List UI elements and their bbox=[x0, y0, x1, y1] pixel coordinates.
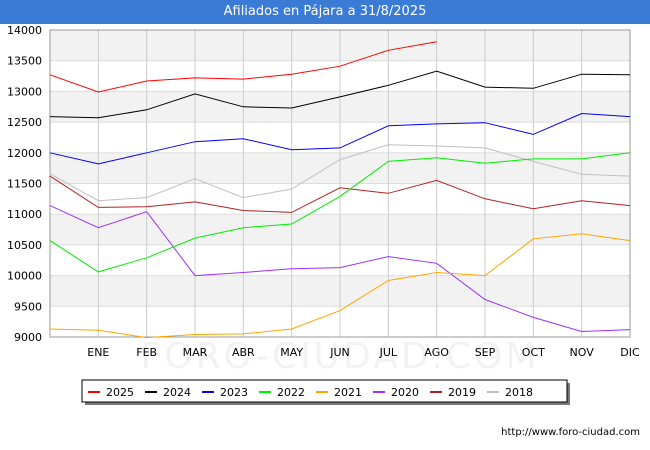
x-tick-label: JUL bbox=[379, 346, 398, 359]
plot-frame bbox=[49, 29, 631, 338]
legend-label-2022: 2022 bbox=[277, 386, 305, 399]
x-tick-label: MAR bbox=[183, 346, 208, 359]
series-line-2019 bbox=[49, 175, 631, 213]
y-tick-label: 13000 bbox=[7, 85, 42, 98]
legend-label-2021: 2021 bbox=[334, 386, 362, 399]
y-tick-label: 12500 bbox=[7, 116, 42, 129]
y-tick-label: 10500 bbox=[7, 239, 42, 252]
legend-label-2020: 2020 bbox=[391, 386, 419, 399]
legend-label-2023: 2023 bbox=[220, 386, 248, 399]
series-lines bbox=[49, 41, 631, 339]
series-line-2025 bbox=[49, 41, 437, 93]
legend: 2025 2024 2023 2022 2021 2020 2019 2018 bbox=[81, 379, 570, 405]
x-tick-label: DIC bbox=[620, 346, 640, 359]
y-tick-label: 12000 bbox=[7, 147, 42, 160]
x-tick-label: NOV bbox=[570, 346, 595, 359]
x-tick-label: AGO bbox=[424, 346, 449, 359]
axes: 9000 9500 10000 10500 11000 11500 12000 12500 13… bbox=[7, 24, 640, 359]
x-tick-label: SEP bbox=[475, 346, 496, 359]
x-tick-label: MAY bbox=[280, 346, 303, 359]
y-tick-label: 10000 bbox=[7, 270, 42, 283]
series-line-2024 bbox=[49, 70, 631, 119]
watermark: FORO-CIUDAD.COM bbox=[141, 336, 540, 377]
series-line-2021 bbox=[49, 233, 631, 339]
source-url[interactable]: http://www.foro-ciudad.com bbox=[501, 427, 640, 438]
y-tick-label: 14000 bbox=[7, 24, 42, 37]
series-line-2022 bbox=[49, 152, 631, 273]
x-tick-label: JUN bbox=[329, 346, 350, 359]
legend-label-2025: 2025 bbox=[106, 386, 134, 399]
series-line-2018 bbox=[49, 144, 631, 202]
y-tick-label: 13500 bbox=[7, 55, 42, 68]
legend-label-2018: 2018 bbox=[505, 386, 533, 399]
y-tick-label: 11500 bbox=[7, 178, 42, 191]
x-tick-label: FEB bbox=[136, 346, 157, 359]
legend-label-2024: 2024 bbox=[163, 386, 191, 399]
chart-title: Afiliados en Pájara a 31/8/2025 bbox=[0, 0, 650, 24]
series-line-2023 bbox=[49, 112, 631, 165]
y-tick-label: 9500 bbox=[14, 300, 42, 313]
series-line-2020 bbox=[49, 205, 631, 333]
x-tick-label: ABR bbox=[232, 346, 255, 359]
legend-label-2019: 2019 bbox=[448, 386, 476, 399]
y-tick-label: 11000 bbox=[7, 208, 42, 221]
y-tick-label: 9000 bbox=[14, 331, 42, 344]
x-tick-label: OCT bbox=[522, 346, 545, 359]
x-tick-label: ENE bbox=[87, 346, 109, 359]
